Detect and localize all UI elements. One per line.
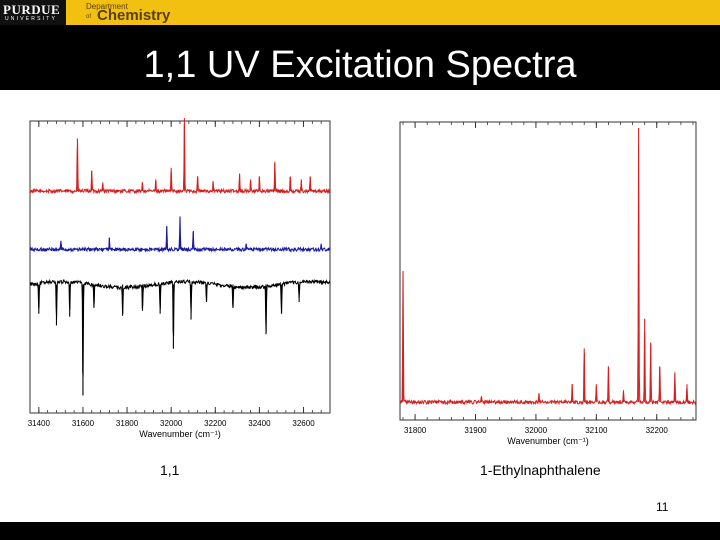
slide-title: 1,1 UV Excitation Spectra [143,44,577,86]
spectrum-series-2 [29,216,331,253]
spectrum-series-3 [29,278,331,377]
x-tick-label: 31400 [28,419,51,428]
x-tick-label: 32000 [525,426,548,435]
x-tick-label: 31900 [464,426,487,435]
x-axis-label: Wavenumber (cm⁻¹) [139,429,220,439]
right-chart-caption: 1-Ethylnaphthalene [480,462,601,478]
header-bar: PURDUE UNIVERSITY Department of Chemistr… [0,0,720,25]
x-tick-label: 31800 [116,419,139,428]
x-tick-label: 32400 [248,419,271,428]
title-band [0,25,720,90]
x-tick-label: 32100 [585,426,608,435]
x-tick-label: 32600 [292,419,315,428]
right-spectrum-chart: 31800 31900 32000 32100 32200 Wavenumber (cm⁻… [399,121,697,446]
slide-content [0,90,720,522]
plot-frame [29,120,331,414]
left-spectrum-chart: 31400 31600 31800 32000 32200 32400 32600 Waven… [28,118,331,439]
spectrum-series-1 [29,124,331,195]
x-axis-label: Wavenumber (cm⁻¹) [507,436,588,446]
spectrum-series-1 [399,145,697,406]
x-tick-label: 32200 [204,419,227,428]
purdue-logo: PURDUE UNIVERSITY [0,0,68,25]
department-name: Chemistry [97,7,171,24]
bottom-band [0,522,720,540]
logo-subtitle: UNIVERSITY [5,16,58,22]
left-chart-caption: 1,1 [160,462,180,478]
page-number: 11 [656,500,669,514]
department-label: Department [86,2,128,11]
x-tick-label: 31600 [72,419,95,428]
department-of-label: of [86,14,92,20]
x-tick-label: 32000 [160,419,183,428]
logo-wordmark: PURDUE [3,2,61,17]
x-tick-label: 32200 [646,426,669,435]
x-tick-label: 31800 [404,426,427,435]
